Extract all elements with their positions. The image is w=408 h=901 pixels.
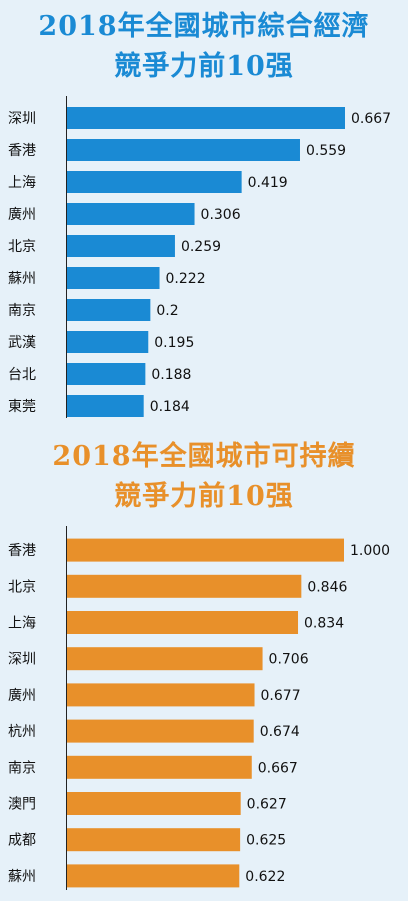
bar [67, 363, 146, 385]
value-label: 0.674 [260, 724, 300, 740]
category-label: 廣州 [8, 687, 36, 704]
bar [67, 235, 175, 257]
category-label: 深圳 [8, 652, 36, 668]
bar [67, 719, 254, 743]
bar-chart-plot: 深圳 0.667 香港 0.559 上海 0.419 廣州 0.306 北京 0.259 蘇州 0.2… [8, 96, 391, 418]
category-label: 台北 [8, 367, 36, 383]
category-label: 東莞 [8, 399, 36, 415]
category-label: 成都 [8, 833, 36, 849]
category-label: 廣州 [8, 206, 36, 223]
bar [67, 203, 195, 225]
value-label: 0.306 [201, 207, 241, 223]
category-label: 香港 [8, 143, 36, 159]
value-label: 0.667 [258, 760, 298, 776]
bar [67, 755, 252, 779]
bar [67, 647, 263, 671]
bar [67, 267, 160, 289]
category-label: 北京 [8, 239, 36, 255]
category-label: 南京 [8, 303, 36, 319]
value-label: 0.625 [246, 833, 286, 849]
value-label: 0.259 [181, 239, 221, 255]
category-label: 香港 [8, 543, 36, 559]
economic-competitiveness-chart: 2018年全國城市綜合經濟 競爭力前10强 深圳 0.667 香港 0.559 上海 0.… [0, 0, 408, 450]
chart-title: 2018年全國城市可持續 [52, 441, 356, 472]
bar [67, 107, 345, 129]
bar-chart-plot: 香港 1.000 北京 0.846 上海 0.834 深圳 0.706 廣州 0.677 杭州 0.6… [8, 526, 390, 890]
bar [67, 299, 151, 321]
value-label: 0.188 [151, 367, 191, 383]
bar [67, 683, 255, 707]
category-label: 深圳 [8, 111, 36, 127]
value-label: 0.184 [150, 399, 190, 415]
bar [67, 395, 144, 417]
bar [67, 611, 299, 634]
category-label: 北京 [8, 579, 36, 595]
chart-title: 2018年全國城市綜合經濟 [38, 11, 370, 42]
value-label: 0.846 [307, 579, 347, 595]
category-label: 上海 [8, 175, 36, 191]
bar [67, 864, 240, 888]
value-label: 0.222 [166, 271, 206, 287]
bar [67, 139, 300, 161]
value-label: 0.677 [261, 688, 301, 704]
category-label: 上海 [8, 616, 36, 632]
value-label: 0.834 [304, 616, 344, 632]
value-label: 0.667 [351, 111, 391, 127]
value-label: 0.419 [248, 175, 288, 191]
value-label: 0.2 [156, 303, 178, 319]
category-label: 蘇州 [8, 271, 36, 287]
bar [67, 331, 149, 353]
value-label: 0.706 [269, 652, 309, 668]
category-label: 澳門 [8, 797, 36, 813]
bar [67, 792, 241, 815]
category-label: 南京 [8, 760, 36, 776]
value-label: 0.559 [306, 143, 346, 159]
bar [67, 171, 242, 193]
category-label: 杭州 [8, 724, 36, 740]
value-label: 0.195 [154, 335, 194, 351]
bar [67, 538, 344, 562]
value-label: 0.627 [247, 797, 287, 813]
bar [67, 574, 302, 598]
chart-subtitle: 競爭力前10强 [114, 481, 294, 512]
chart-subtitle: 競爭力前10强 [114, 51, 294, 82]
value-label: 1.000 [350, 543, 390, 559]
value-label: 0.622 [245, 869, 285, 885]
category-label: 蘇州 [8, 869, 36, 885]
bar [67, 828, 241, 852]
sustainable-competitiveness-chart: 2018年全國城市可持續 競爭力前10强 香港 1.000 北京 0.846 上海 0.8… [0, 420, 408, 901]
category-label: 武漢 [8, 335, 36, 351]
